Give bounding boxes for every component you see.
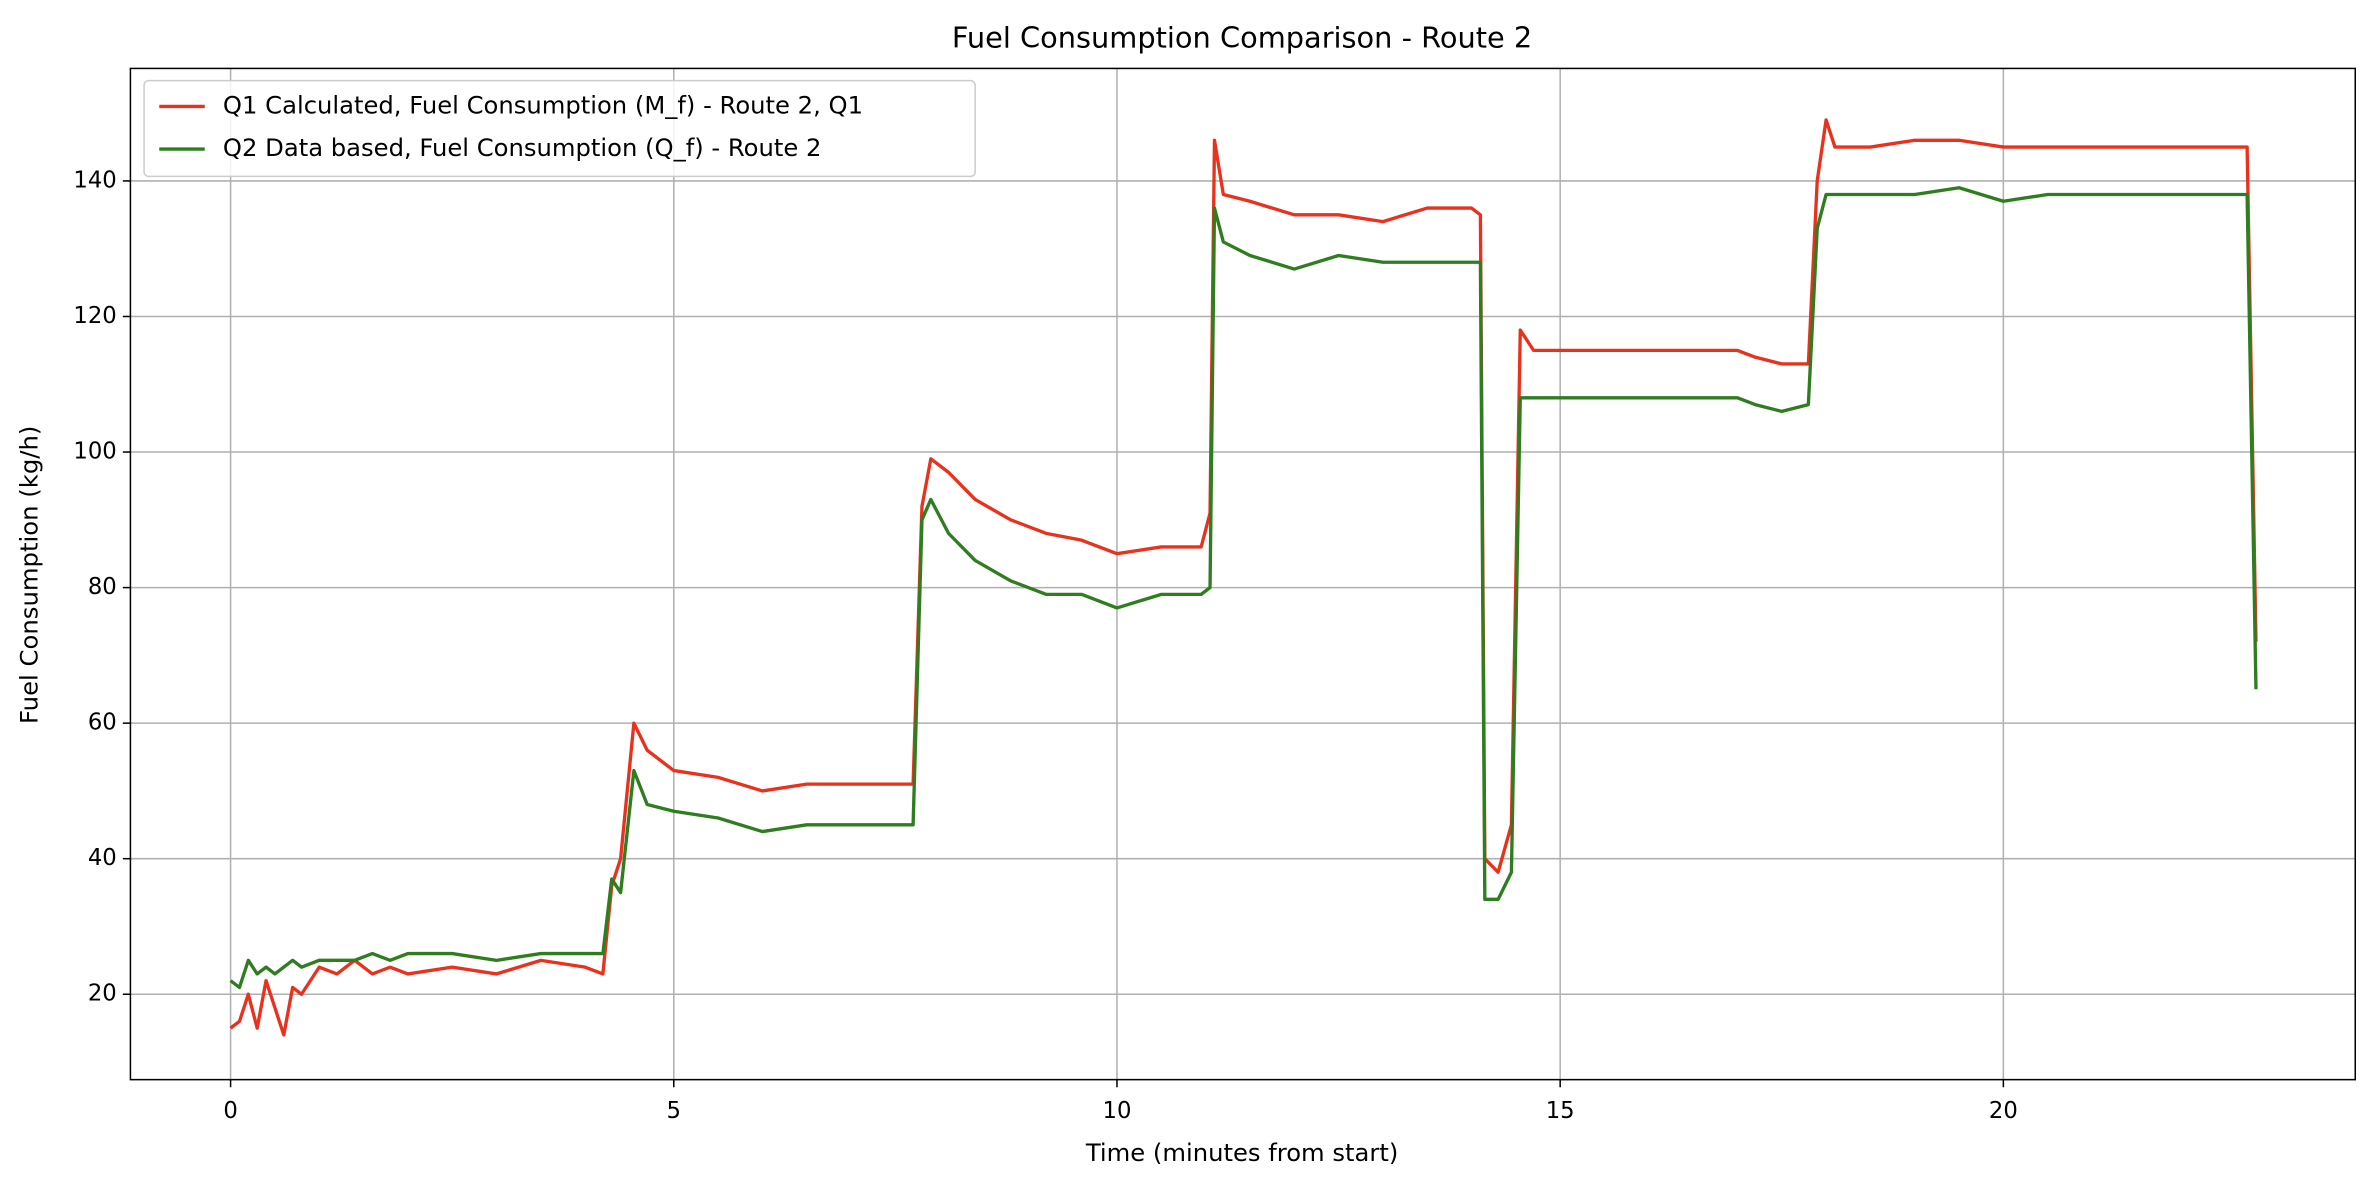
y-tick-label: 120 bbox=[73, 303, 116, 329]
legend-label: Q2 Data based, Fuel Consumption (Q_f) - … bbox=[223, 133, 821, 162]
legend: Q1 Calculated, Fuel Consumption (M_f) - … bbox=[143, 79, 976, 178]
y-tick-label: 40 bbox=[88, 845, 117, 871]
plot-frame bbox=[129, 67, 2357, 1081]
y-tick-label: 60 bbox=[88, 710, 117, 736]
y-tick-label: 80 bbox=[88, 574, 117, 600]
y-tick-label: 100 bbox=[73, 439, 116, 465]
x-tick-label: 15 bbox=[1546, 1098, 1575, 1124]
x-tick-label: 20 bbox=[1989, 1098, 2018, 1124]
x-tick-label: 0 bbox=[223, 1098, 237, 1124]
series-line bbox=[229, 186, 2258, 990]
y-tick-label: 20 bbox=[88, 981, 117, 1007]
y-tick-label: 140 bbox=[73, 167, 116, 193]
chart-title: Fuel Consumption Comparison - Route 2 bbox=[952, 21, 1532, 55]
x-axis-label: Time (minutes from start) bbox=[1085, 1138, 1398, 1167]
x-tick-label: 10 bbox=[1103, 1098, 1132, 1124]
legend-label: Q1 Calculated, Fuel Consumption (M_f) - … bbox=[223, 90, 863, 119]
y-axis-label: Fuel Consumption (kg/h) bbox=[14, 426, 43, 724]
legend-box bbox=[143, 79, 976, 178]
x-tick-label: 5 bbox=[667, 1098, 681, 1124]
series-line bbox=[229, 118, 2258, 1037]
